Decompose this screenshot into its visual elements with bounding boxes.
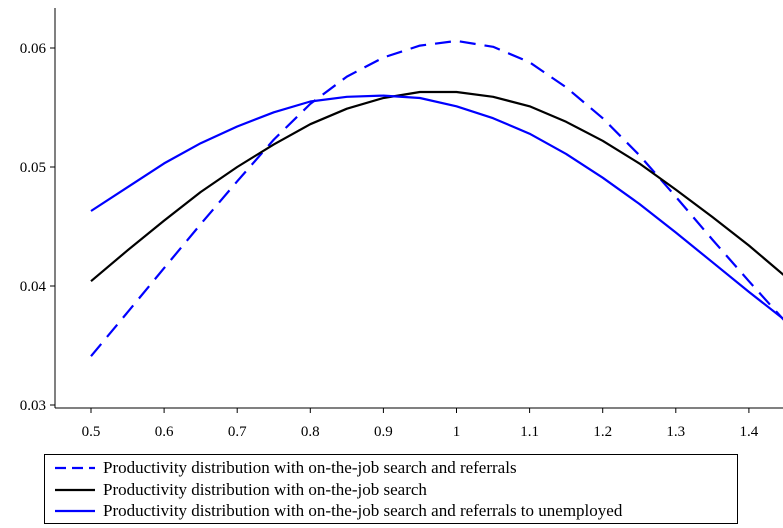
- plot-area: 0.03 0.04 0.05 0.06 0.5 0.6 0.7 0.8 0.9 1 1.1 1.2 1…: [20, 8, 783, 440]
- x-tick-label: 0.7: [228, 424, 247, 440]
- x-tick-label: 1.2: [593, 424, 612, 440]
- x-tick-label: 0.5: [82, 424, 101, 440]
- legend-label-referrals-to-unemployed: Productivity distribution with on-the-jo…: [103, 501, 623, 520]
- series-line-referrals: [90, 39, 783, 357]
- series-line-on-the-job-search: [90, 90, 783, 283]
- x-tick-label: 1: [453, 424, 461, 440]
- y-tick-label: 0.04: [20, 279, 47, 295]
- x-tick-label: 1.3: [666, 424, 685, 440]
- legend: Productivity distribution with on-the-jo…: [44, 454, 738, 524]
- legend-label-referrals: Productivity distribution with on-the-jo…: [103, 458, 517, 477]
- legend-swatch-dashed-blue: [55, 466, 95, 470]
- series-lines: [90, 39, 783, 357]
- x-tick-label: 0.9: [374, 424, 393, 440]
- y-tick-label: 0.03: [20, 398, 46, 414]
- legend-swatch-solid-black: [55, 488, 95, 492]
- series-line-referrals-to-unemployed: [90, 94, 783, 321]
- y-tick-label: 0.06: [20, 41, 47, 57]
- x-tick-label: 1.1: [520, 424, 539, 440]
- legend-item-referrals-to-unemployed: Productivity distribution with on-the-jo…: [53, 501, 622, 521]
- legend-item-on-the-job-search: Productivity distribution with on-the-jo…: [53, 480, 427, 500]
- legend-label-on-the-job-search: Productivity distribution with on-the-jo…: [103, 480, 427, 499]
- legend-swatch-solid-blue: [55, 509, 95, 513]
- legend-item-referrals: Productivity distribution with on-the-jo…: [53, 458, 517, 478]
- y-ticks: 0.03 0.04 0.05 0.06: [20, 41, 55, 414]
- x-tick-label: 0.6: [155, 424, 174, 440]
- x-tick-label: 1.4: [740, 424, 759, 440]
- x-tick-label: 0.8: [301, 424, 320, 440]
- x-ticks: 0.5 0.6 0.7 0.8 0.9 1 1.1 1.2 1.3 1.4: [82, 408, 759, 440]
- y-tick-label: 0.05: [20, 160, 46, 176]
